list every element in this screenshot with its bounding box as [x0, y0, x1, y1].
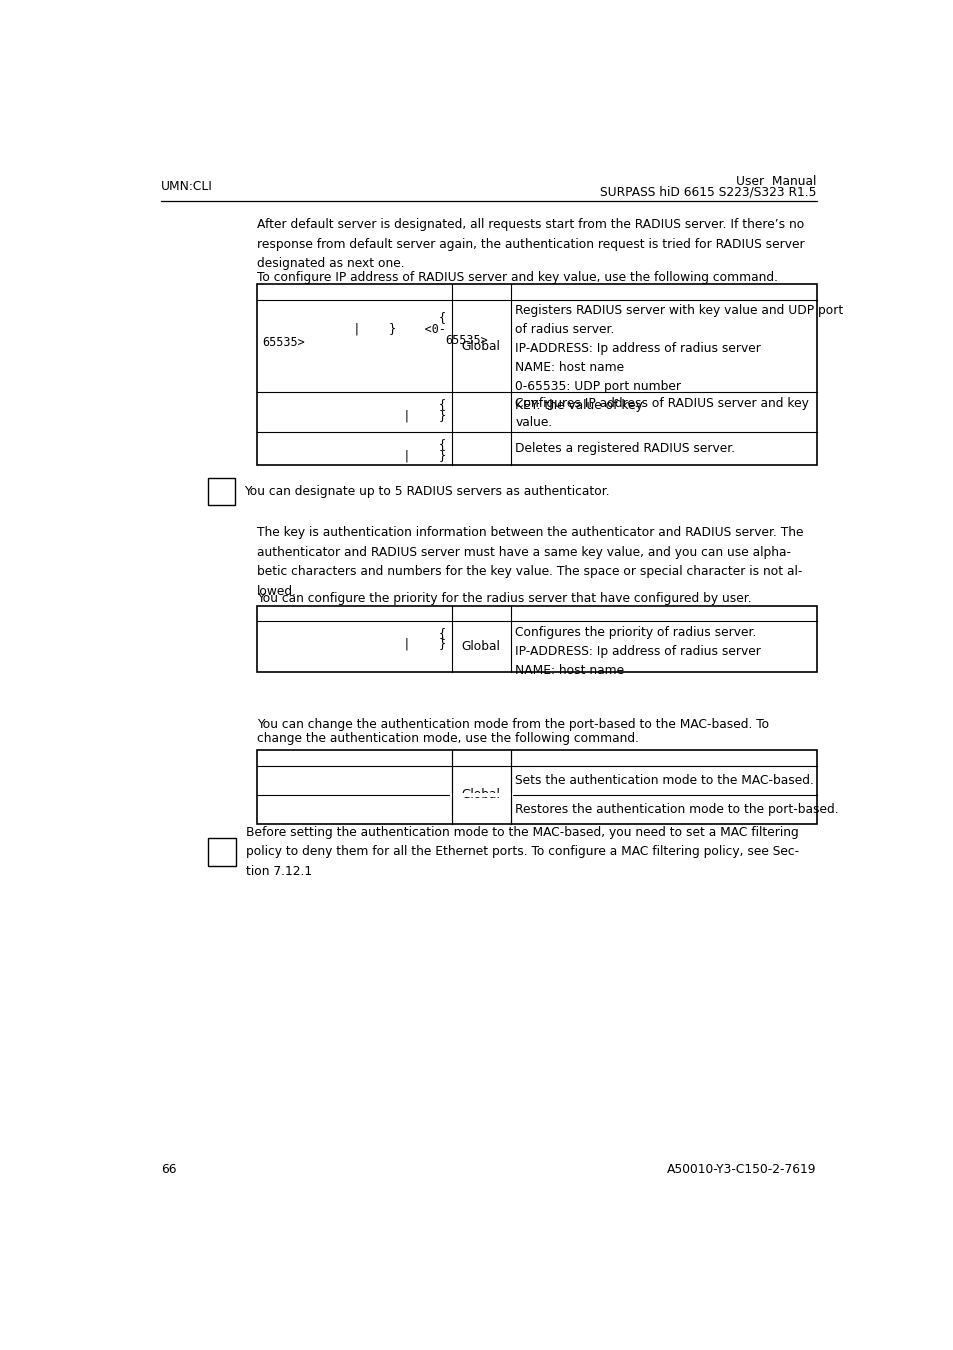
Text: After default server is designated, all requests start from the RADIUS server. I: After default server is designated, all … — [257, 219, 804, 270]
Text: |    }: | } — [381, 450, 445, 462]
Text: Global: Global — [461, 340, 500, 352]
Text: Before setting the authentication mode to the MAC-based, you need to set a MAC f: Before setting the authentication mode t… — [245, 826, 798, 878]
Bar — [208, 478, 234, 505]
Text: {: { — [438, 312, 445, 324]
Text: Registers RADIUS server with key value and UDP port
of radius server.
IP-ADDRESS: Registers RADIUS server with key value a… — [515, 305, 842, 413]
Text: Global: Global — [461, 640, 500, 653]
Text: Sets the authentication mode to the MAC-based.: Sets the authentication mode to the MAC-… — [515, 774, 813, 787]
Text: 65535>: 65535> — [261, 336, 304, 350]
Text: |    }: | } — [381, 637, 445, 651]
Text: User  Manual: User Manual — [736, 174, 816, 188]
Text: You can change the authentication mode from the port-based to the MAC-based. To: You can change the authentication mode f… — [257, 718, 768, 730]
Text: A50010-Y3-C150-2-7619: A50010-Y3-C150-2-7619 — [666, 1162, 816, 1176]
Text: Restores the authentication mode to the port-based.: Restores the authentication mode to the … — [515, 803, 838, 815]
Text: |    }    <0-: | } <0- — [332, 323, 445, 336]
Text: Configures the priority of radius server.
IP-ADDRESS: Ip address of radius serve: Configures the priority of radius server… — [515, 625, 760, 676]
Bar — [257, 285, 816, 464]
Text: {: { — [438, 439, 445, 451]
Text: SURPASS hiD 6615 S223/S323 R1.5: SURPASS hiD 6615 S223/S323 R1.5 — [599, 185, 816, 198]
Text: Global: Global — [461, 788, 500, 802]
Text: 66: 66 — [161, 1162, 176, 1176]
Text: Deletes a registered RADIUS server.: Deletes a registered RADIUS server. — [515, 441, 735, 455]
Bar — [257, 606, 816, 672]
Text: The key is authentication information between the authenticator and RADIUS serve: The key is authentication information be… — [257, 526, 802, 598]
Text: {: { — [438, 398, 445, 412]
Text: You can designate up to 5 RADIUS servers as authenticator.: You can designate up to 5 RADIUS servers… — [244, 485, 609, 498]
Text: change the authentication mode, use the following command.: change the authentication mode, use the … — [257, 732, 639, 745]
Text: UMN:CLI: UMN:CLI — [161, 180, 213, 193]
Text: {: { — [438, 628, 445, 640]
Text: You can configure the priority for the radius server that have configured by use: You can configure the priority for the r… — [257, 591, 751, 605]
Text: 65535>: 65535> — [445, 335, 488, 347]
Text: Configures IP address of RADIUS server and key
value.: Configures IP address of RADIUS server a… — [515, 397, 808, 429]
Bar — [208, 838, 236, 865]
Text: |    }: | } — [381, 409, 445, 423]
Bar — [257, 751, 816, 825]
Text: To configure IP address of RADIUS server and key value, use the following comman: To configure IP address of RADIUS server… — [257, 270, 778, 284]
